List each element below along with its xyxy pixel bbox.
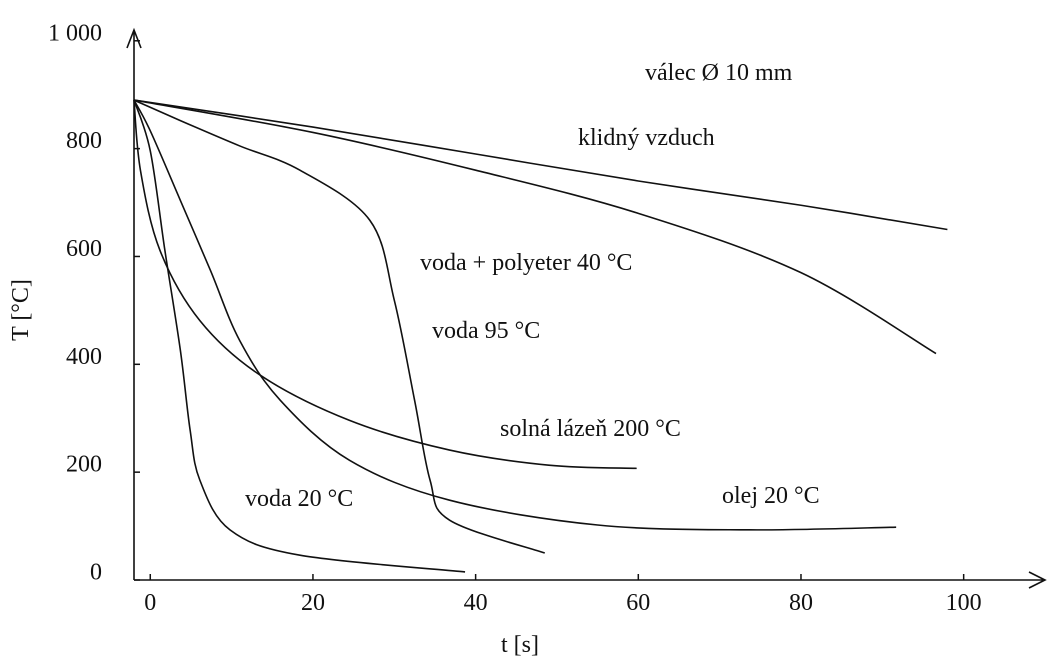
x-tick-label: 100 [946,590,982,616]
series-label: olej 20 °C [722,483,820,509]
y-tick-label: 800 [66,128,102,154]
series-label: voda 95 °C [432,318,540,344]
curve [133,99,948,231]
y-tick-label: 0 [90,560,102,586]
chart-title: válec Ø 10 mm [645,60,793,86]
y-tick-label: 200 [66,452,102,478]
x-tick-label: 20 [301,590,325,616]
series-label: voda + polyeter 40 °C [420,250,632,276]
y-tick-label: 400 [66,344,102,370]
curve [133,99,466,573]
curve [133,99,937,355]
y-tick-label: 1 000 [48,20,102,46]
x-tick-label: 0 [144,590,156,616]
series-label: klidný vzduch [578,125,715,151]
curve [133,99,897,531]
y-tick-label: 600 [66,236,102,262]
curve [133,100,637,470]
x-axis-label: t [s] [501,632,539,658]
x-tick-label: 60 [626,590,650,616]
y-axis-label: T [°C] [8,279,34,341]
curve [133,99,546,554]
series-label: voda 20 °C [245,486,353,512]
x-axis [134,571,1047,589]
x-tick-label: 80 [789,590,813,616]
y-axis [126,27,142,580]
x-tick-label: 40 [464,590,488,616]
series-label: solná lázeň 200 °C [500,416,681,442]
